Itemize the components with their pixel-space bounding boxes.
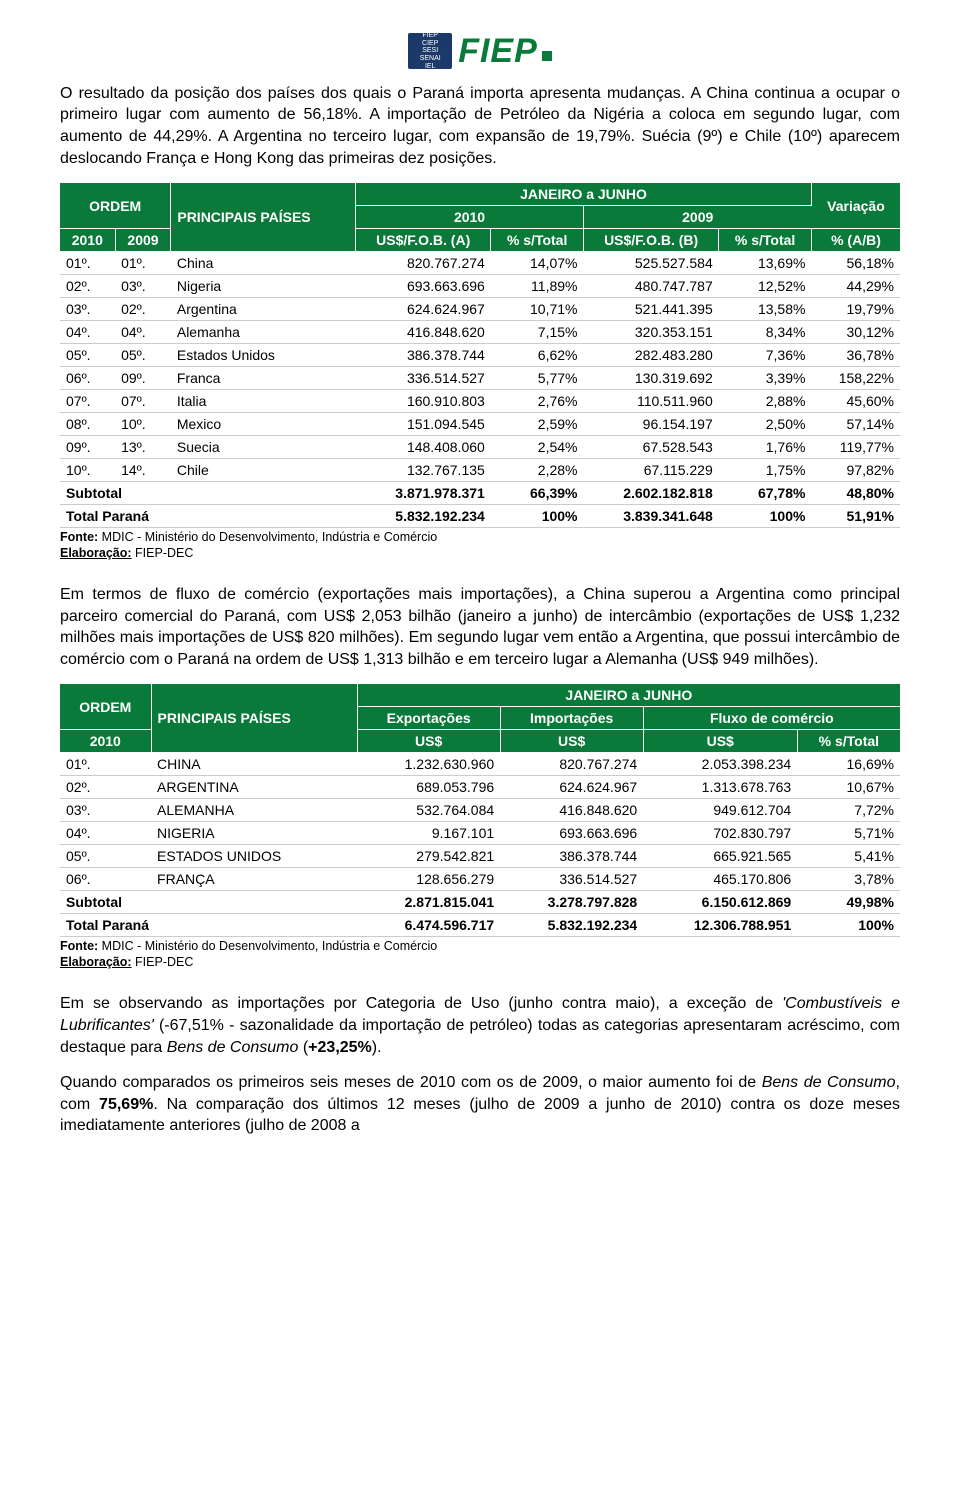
table-total: Total Paraná6.474.596.7175.832.192.23412… [60,914,900,937]
logo-text: FIEP [458,32,552,71]
th-pct-a: % s/Total [491,229,584,252]
th2-paises: PRINCIPAIS PAÍSES [151,684,357,753]
paragraph-1: O resultado da posição dos países dos qu… [60,83,900,169]
th-usfob-a: US$/F.O.B. (A) [356,229,491,252]
table-subtotal: Subtotal2.871.815.0413.278.797.8286.150.… [60,891,900,914]
th-2010: 2010 [356,206,584,229]
th2-us-e: US$ [357,730,500,753]
table-row: 08º.10º.Mexico151.094.5452,59%96.154.197… [60,413,900,436]
th2-pct: % s/Total [797,730,900,753]
th-paises: PRINCIPAIS PAÍSES [171,183,356,252]
table-row: 06º.09º.Franca336.514.5275,77%130.319.69… [60,367,900,390]
paragraph-2: Em termos de fluxo de comércio (exportaç… [60,584,900,670]
th2-imp: Importações [500,707,643,730]
logo: FIEP CIEP SESI SENAI IEL FIEP [60,24,900,71]
table-row: 01º.CHINA1.232.630.960820.767.2742.053.3… [60,753,900,776]
table2-fonte: Fonte: MDIC - Ministério do Desenvolvime… [60,939,900,953]
table-row: 09º.13º.Suecia148.408.0602,54%67.528.543… [60,436,900,459]
th2-fluxo: Fluxo de comércio [643,707,900,730]
table-row: 05º.05º.Estados Unidos386.378.7446,62%28… [60,344,900,367]
table-row: 04º.04º.Alemanha416.848.6207,15%320.353.… [60,321,900,344]
paragraph-4: Quando comparados os primeiros seis mese… [60,1072,900,1137]
table-imports: ORDEM PRINCIPAIS PAÍSES JANEIRO a JUNHO … [60,183,900,560]
paragraph-3: Em se observando as importações por Cate… [60,993,900,1058]
th2-us-i: US$ [500,730,643,753]
table-row: 06º.FRANÇA128.656.279336.514.527465.170.… [60,868,900,891]
th2-exp: Exportações [357,707,500,730]
table-row: 02º.03º.Nigeria693.663.69611,89%480.747.… [60,275,900,298]
th-2009-sub: 2009 [115,229,171,252]
th2-2010: 2010 [60,730,151,753]
table1-fonte: Fonte: MDIC - Ministério do Desenvolvime… [60,530,900,544]
table-tradeflow: ORDEM PRINCIPAIS PAÍSES JANEIRO a JUNHO … [60,684,900,969]
table-row: 05º.ESTADOS UNIDOS279.542.821386.378.744… [60,845,900,868]
th-ordem: ORDEM [60,183,171,229]
table-total: Total Paraná5.832.192.234100%3.839.341.6… [60,505,900,528]
th-pct-ab: % (A/B) [811,229,900,252]
table-row: 04º.NIGERIA9.167.101693.663.696702.830.7… [60,822,900,845]
th-period: JANEIRO a JUNHO [356,183,812,206]
table1-elab: Elaboração: FIEP-DEC [60,546,900,560]
th-usfob-b: US$/F.O.B. (B) [584,229,719,252]
th-2009: 2009 [584,206,812,229]
table-row: 02º.ARGENTINA689.053.796624.624.9671.313… [60,776,900,799]
th-pct-b: % s/Total [719,229,812,252]
th-var: Variação [811,183,900,229]
table2-elab: Elaboração: FIEP-DEC [60,955,900,969]
table-row: 03º.02º.Argentina624.624.96710,71%521.44… [60,298,900,321]
table-row: 01º.01º.China820.767.27414,07%525.527.58… [60,252,900,275]
th2-ordem: ORDEM [60,684,151,730]
table-row: 10º.14º.Chile132.767.1352,28%67.115.2291… [60,459,900,482]
th2-period: JANEIRO a JUNHO [357,684,900,707]
logo-badge: FIEP CIEP SESI SENAI IEL [408,33,452,69]
table-row: 03º.ALEMANHA532.764.084416.848.620949.61… [60,799,900,822]
table-row: 07º.07º.Italia160.910.8032,76%110.511.96… [60,390,900,413]
th-2010-sub: 2010 [60,229,115,252]
table-subtotal: Subtotal3.871.978.37166,39%2.602.182.818… [60,482,900,505]
th2-us-f: US$ [643,730,797,753]
